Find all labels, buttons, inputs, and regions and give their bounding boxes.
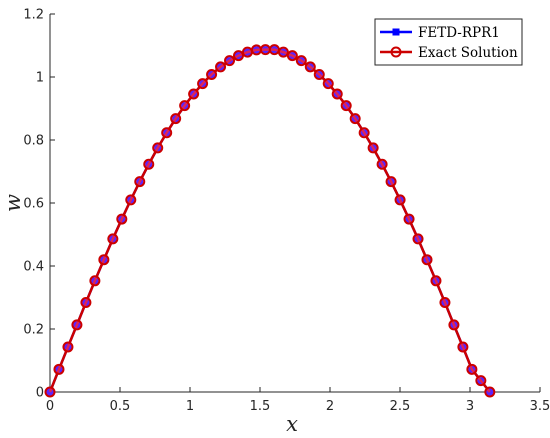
data-point-exact: [188, 88, 200, 100]
legend-marker-exact: [390, 46, 402, 58]
x-tick-label: 3.5: [530, 399, 550, 414]
data-point-exact: [439, 297, 451, 309]
data-point-exact: [367, 142, 379, 154]
data-point-fetd: [486, 388, 494, 396]
x-ticks: 0 0.5 1 1.5 2 2.5 3 3.5: [46, 387, 550, 414]
x-tick-label: 2.5: [390, 399, 411, 414]
data-point-exact: [457, 341, 469, 353]
y-tick-label: 0.8: [23, 134, 44, 149]
data-point-exact: [134, 176, 146, 188]
data-point-exact: [277, 46, 289, 58]
data-point-exact: [484, 386, 496, 398]
data-point-exact: [80, 297, 92, 309]
x-tick-label: 0.5: [110, 399, 131, 414]
data-point-exact: [268, 44, 280, 56]
data-point-exact: [412, 233, 424, 245]
data-point-exact: [44, 386, 56, 398]
data-point-exact: [241, 46, 253, 58]
data-point-exact: [89, 275, 101, 287]
y-tick-label: 0.4: [23, 260, 44, 275]
data-point-exact: [358, 127, 370, 139]
data-point-exact: [206, 68, 218, 80]
data-point-exact: [421, 254, 433, 266]
y-tick-label: 0: [36, 386, 44, 401]
data-point-exact: [322, 78, 334, 90]
data-point-exact: [170, 113, 182, 125]
data-point-exact: [215, 61, 227, 73]
legend-label-fetd: FETD-RPR1: [418, 25, 500, 41]
data-point-exact: [179, 100, 191, 112]
x-tick-label: 3: [466, 399, 474, 414]
data-point-exact: [71, 319, 83, 331]
data-point-exact: [259, 44, 271, 56]
x-tick-label: 1.5: [250, 399, 271, 414]
series-line-0: [48, 48, 491, 393]
y-axis-label: w: [1, 194, 25, 212]
data-point-exact: [250, 44, 262, 56]
data-point-exact: [116, 213, 128, 225]
y-tick-label: 1: [36, 71, 44, 86]
data-point-exact: [475, 375, 487, 387]
y-tick-label: 0.2: [23, 323, 44, 338]
x-tick-label: 2: [326, 399, 334, 414]
x-axis-label: x: [286, 412, 298, 436]
data-point-exact: [466, 363, 478, 375]
legend-box: [374, 18, 523, 66]
data-point-exact: [224, 55, 236, 67]
series-line-1: [48, 48, 491, 393]
data-point-exact: [394, 194, 406, 206]
x-tick-label: 0: [46, 399, 54, 414]
data-point-exact: [53, 363, 65, 375]
data-point-exact: [152, 142, 164, 154]
y-ticks: 0 0.2 0.4 0.6 0.8 1 1.2: [23, 8, 55, 401]
series-layer: [44, 44, 496, 398]
legend-marker-fetd: [392, 28, 400, 36]
data-point-exact: [197, 78, 209, 90]
data-point-exact: [430, 275, 442, 287]
data-point-exact: [161, 127, 173, 139]
data-point-exact: [98, 254, 110, 266]
data-point-exact: [295, 55, 307, 67]
data-point-exact: [125, 194, 137, 206]
data-point-exact: [403, 213, 415, 225]
data-point-exact: [331, 88, 343, 100]
data-point-exact: [313, 68, 325, 80]
data-point-exact: [62, 341, 74, 353]
y-tick-label: 1.2: [23, 8, 44, 23]
data-point-exact: [448, 319, 460, 331]
legend-label-exact: Exact Solution: [418, 45, 518, 61]
y-tick-label: 0.6: [23, 197, 44, 212]
x-tick-label: 1: [186, 399, 194, 414]
axes: [49, 14, 540, 393]
data-point-exact: [340, 100, 352, 112]
data-point-exact: [286, 50, 298, 62]
data-point-exact: [304, 61, 316, 73]
legend: FETD-RPR1 Exact Solution: [374, 18, 523, 66]
data-point-exact: [232, 50, 244, 62]
data-point-exact: [349, 113, 361, 125]
data-point-exact: [107, 233, 119, 245]
data-point-exact: [376, 158, 388, 170]
data-point-exact: [385, 176, 397, 188]
data-point-exact: [143, 158, 155, 170]
